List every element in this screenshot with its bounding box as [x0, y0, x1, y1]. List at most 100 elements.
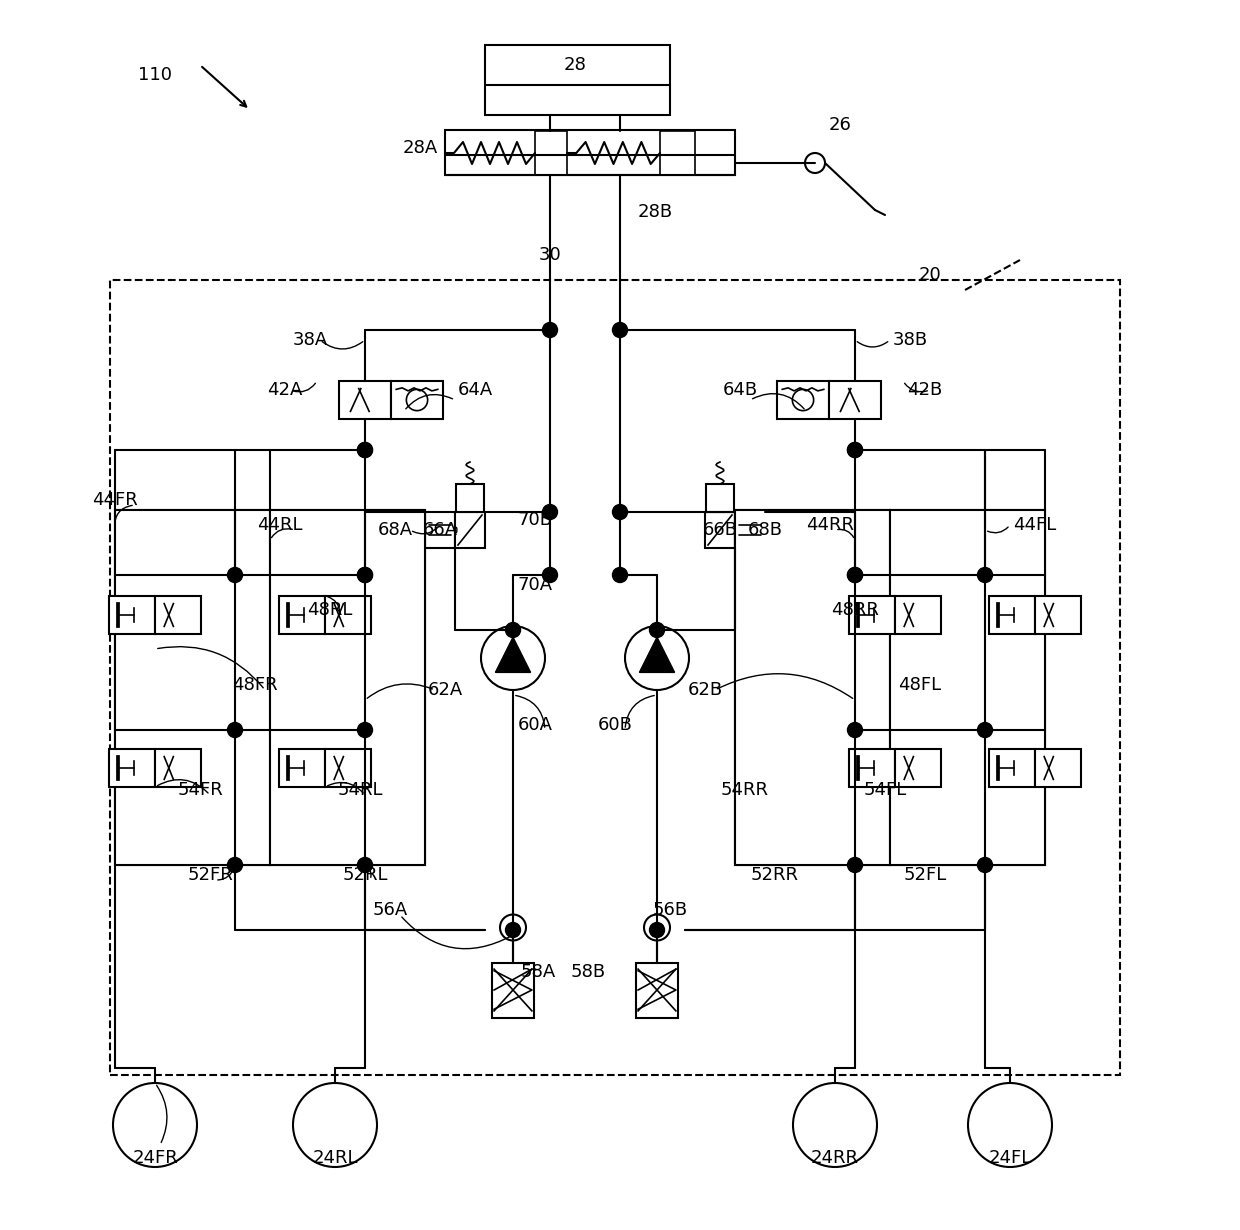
Text: 42B: 42B	[908, 381, 942, 399]
Circle shape	[847, 567, 863, 583]
Text: 110: 110	[138, 66, 172, 84]
Bar	[109, 597, 155, 633]
Circle shape	[227, 722, 243, 738]
Circle shape	[227, 857, 243, 872]
Text: 58A: 58A	[521, 963, 556, 982]
Bar	[270, 510, 425, 865]
Bar	[990, 749, 1035, 787]
Circle shape	[613, 504, 627, 519]
Circle shape	[650, 922, 665, 937]
Circle shape	[847, 722, 863, 738]
Text: 44FL: 44FL	[1013, 517, 1056, 534]
Text: 48RR: 48RR	[831, 601, 879, 619]
Text: 52FR: 52FR	[187, 866, 233, 884]
Bar	[115, 510, 270, 865]
Text: 38A: 38A	[293, 331, 327, 349]
Bar	[849, 597, 895, 633]
Bar	[735, 510, 890, 865]
Circle shape	[357, 443, 372, 458]
Circle shape	[613, 567, 627, 583]
Bar	[155, 749, 201, 787]
Bar	[1035, 597, 1081, 633]
Text: 70A: 70A	[517, 576, 553, 594]
Text: 62B: 62B	[687, 681, 723, 699]
Bar	[1035, 749, 1081, 787]
Text: 60A: 60A	[517, 716, 553, 734]
Text: 68B: 68B	[748, 522, 782, 539]
Bar	[325, 749, 371, 787]
Bar	[485, 46, 670, 114]
Bar	[110, 280, 1120, 1075]
Circle shape	[357, 567, 372, 583]
Bar	[777, 381, 830, 419]
Text: 54FL: 54FL	[863, 781, 906, 800]
Text: 68A: 68A	[377, 522, 413, 539]
Text: 56B: 56B	[652, 902, 687, 919]
Text: 48RL: 48RL	[308, 601, 352, 619]
Circle shape	[847, 567, 863, 583]
Text: 66B: 66B	[703, 522, 738, 539]
Text: 20: 20	[919, 266, 941, 284]
Text: 52RR: 52RR	[751, 866, 799, 884]
Text: 54RR: 54RR	[720, 781, 769, 800]
Text: 28B: 28B	[637, 203, 672, 221]
Bar	[425, 512, 455, 549]
Bar	[455, 512, 485, 549]
Text: 44FR: 44FR	[92, 491, 138, 509]
Circle shape	[227, 567, 243, 583]
Text: 24FL: 24FL	[988, 1149, 1032, 1167]
Bar	[115, 510, 270, 865]
Bar	[270, 510, 425, 865]
Text: 44RR: 44RR	[806, 517, 854, 534]
Circle shape	[613, 322, 627, 337]
Circle shape	[357, 567, 372, 583]
Bar	[445, 130, 735, 175]
Bar	[706, 483, 734, 512]
Text: 44RL: 44RL	[257, 517, 303, 534]
Circle shape	[543, 504, 558, 519]
Text: 28A: 28A	[402, 139, 438, 157]
Circle shape	[847, 443, 863, 458]
Text: 58B: 58B	[570, 963, 605, 982]
Circle shape	[847, 857, 863, 872]
Text: 62A: 62A	[428, 681, 463, 699]
Circle shape	[977, 567, 992, 583]
Bar	[636, 963, 678, 1017]
Bar	[279, 749, 325, 787]
Bar	[830, 381, 880, 419]
Polygon shape	[640, 637, 675, 673]
Bar	[391, 381, 443, 419]
Text: 54FR: 54FR	[177, 781, 223, 800]
Text: 54RL: 54RL	[337, 781, 383, 800]
Bar	[895, 749, 941, 787]
Bar	[325, 597, 371, 633]
Text: 60B: 60B	[598, 716, 632, 734]
Text: 28: 28	[563, 57, 587, 74]
Circle shape	[847, 443, 863, 458]
Bar	[990, 597, 1035, 633]
Circle shape	[977, 722, 992, 738]
Text: 24RL: 24RL	[312, 1149, 358, 1167]
Text: 56A: 56A	[372, 902, 408, 919]
Polygon shape	[496, 637, 531, 673]
Bar	[890, 510, 1045, 865]
Text: 52RL: 52RL	[342, 866, 388, 884]
Text: 64B: 64B	[723, 381, 758, 399]
Text: 24RR: 24RR	[811, 1149, 859, 1167]
Text: 48FL: 48FL	[899, 676, 941, 694]
Bar	[279, 597, 325, 633]
Bar	[895, 597, 941, 633]
Circle shape	[650, 622, 665, 637]
Bar	[849, 749, 895, 787]
Circle shape	[506, 622, 521, 637]
Circle shape	[543, 322, 558, 337]
Circle shape	[357, 722, 372, 738]
Bar	[706, 512, 735, 549]
Text: 42A: 42A	[268, 381, 303, 399]
Text: 48FR: 48FR	[232, 676, 278, 694]
Circle shape	[357, 443, 372, 458]
Text: 52FL: 52FL	[904, 866, 946, 884]
Bar	[735, 512, 765, 549]
Text: 64A: 64A	[458, 381, 492, 399]
Text: 66A: 66A	[423, 522, 458, 539]
